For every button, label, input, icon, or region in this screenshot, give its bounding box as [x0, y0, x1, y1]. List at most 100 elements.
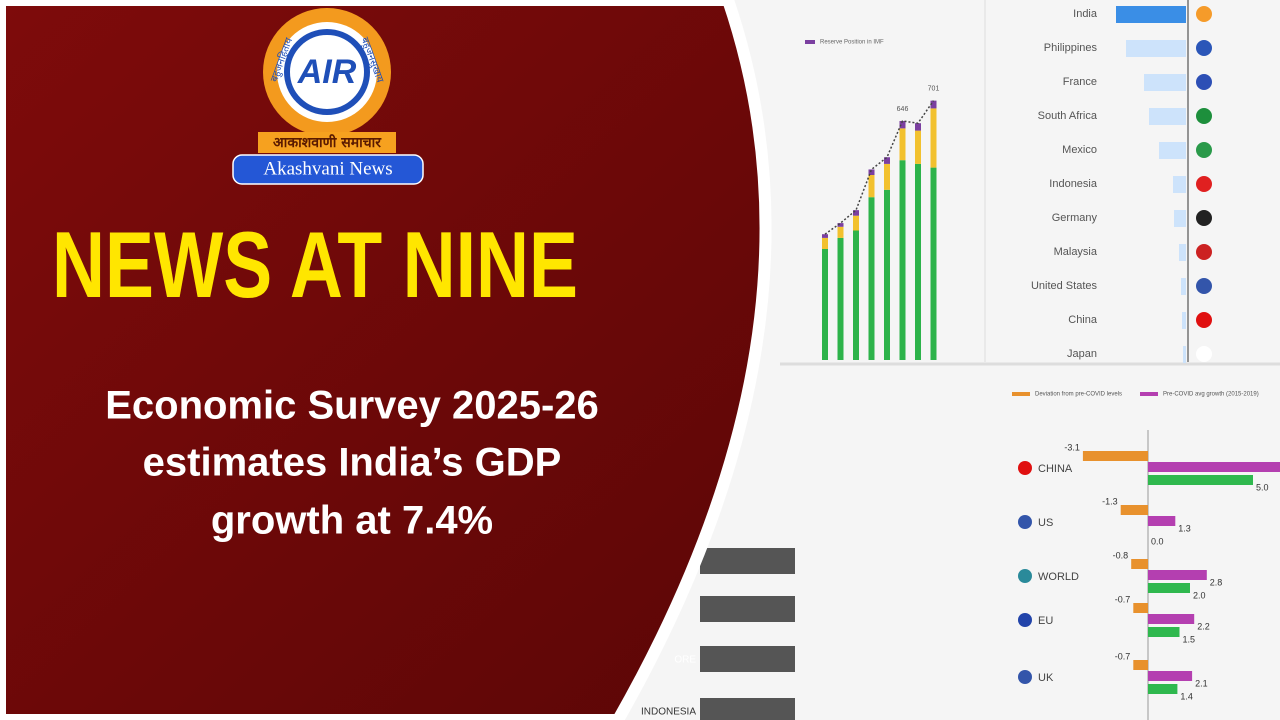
growth-bar [1148, 684, 1178, 694]
flag [1018, 515, 1032, 529]
grey-bar [700, 646, 795, 672]
logo: AIR बहुजनहिताय बहुजनसुखाय आकाशवाणी समाचा… [232, 8, 424, 185]
logo-name-box [232, 154, 424, 185]
logo-face [277, 22, 377, 122]
logo-banner [258, 132, 396, 153]
reserve-bar [868, 197, 875, 360]
row-label: WORLD [1038, 571, 1079, 583]
reserve-bar [853, 215, 859, 231]
country-bar [1183, 346, 1186, 363]
subtitle-line: estimates India’s GDP [143, 441, 562, 485]
value-label: 1.5 [1183, 634, 1196, 644]
value-label: 2.0 [1193, 590, 1206, 600]
reserve-bar [837, 226, 844, 238]
country-label: France [1063, 76, 1097, 88]
reserve-bar [915, 130, 921, 164]
row-label: US [1038, 517, 1053, 529]
country-label: INDONESIA [641, 707, 696, 718]
flag [1196, 176, 1212, 192]
reserve-bar [899, 120, 906, 129]
legend-label: Reserve Position in IMF [820, 40, 884, 46]
legend-label: Pre-COVID avg growth (2015-2019) [1163, 392, 1259, 398]
reserve-bar [837, 237, 844, 360]
flag [1018, 670, 1032, 684]
country-label: Indonesia [1049, 178, 1098, 190]
country-bar [1144, 74, 1186, 91]
reserve-bar [884, 189, 890, 360]
reserve-bar [884, 157, 890, 164]
flag [1196, 244, 1212, 260]
country-label: South Africa [1038, 110, 1098, 122]
red-panel [0, 0, 766, 720]
growth-bar [1148, 462, 1280, 472]
value-label: -0.7 [1115, 594, 1131, 604]
reserve-bar [868, 169, 875, 175]
value-label: -0.7 [1115, 651, 1131, 661]
value-label: 2.1 [1195, 678, 1208, 688]
legend-swatch [1012, 392, 1030, 396]
growth-bar [1120, 505, 1148, 515]
grey-bar [700, 596, 795, 622]
growth-bar [1133, 660, 1148, 670]
flag [1196, 108, 1212, 124]
value-label: 2.2 [1197, 621, 1210, 631]
growth-bar [1148, 614, 1195, 624]
reserve-bar [884, 163, 890, 190]
reserve-bar [930, 100, 937, 109]
country-bar [1159, 142, 1186, 159]
value-label: 1.4 [1180, 691, 1193, 701]
logo-emblem: AIR [297, 53, 357, 91]
flag [1196, 74, 1212, 90]
reserve-bar [899, 128, 906, 161]
value-label: 5.0 [1256, 482, 1269, 492]
country-label: Germany [1052, 212, 1098, 224]
value-label: -1.3 [1102, 496, 1118, 506]
growth-bar [1148, 671, 1193, 681]
row-label: UK [1038, 672, 1054, 684]
country-bar [1181, 278, 1186, 295]
value-label: 1.3 [1178, 523, 1191, 533]
logo-banner-text: आकाशवाणी समाचार [273, 134, 382, 151]
value-label: 646 [897, 106, 909, 113]
legend-swatch [1140, 392, 1158, 396]
country-label: India [1073, 8, 1098, 20]
country-bar [1182, 312, 1186, 329]
value-label: -0.8 [1113, 550, 1129, 560]
subtitle-line: Economic Survey 2025-26 [105, 384, 599, 428]
flag [1196, 312, 1212, 328]
value-label: 0.0 [1151, 536, 1164, 546]
value-label: 2.8 [1210, 577, 1223, 587]
reserve-bar [822, 237, 828, 249]
flag [1018, 569, 1032, 583]
country-bar [1149, 108, 1186, 125]
country-label: Philippines [1044, 42, 1098, 54]
value-label: 701 [928, 85, 940, 92]
headline: NEWS AT NINE [52, 212, 578, 317]
logo-name: Akashvani News [263, 158, 392, 179]
country-label: Malaysia [1054, 246, 1098, 258]
reserve-bar [915, 163, 921, 360]
country-label: China [1068, 314, 1098, 326]
growth-bar [1148, 627, 1180, 637]
country-bar [1116, 6, 1186, 23]
reserve-bar [822, 234, 828, 238]
legend-label: Deviation from pre-COVID levels [1035, 392, 1122, 398]
flag [1018, 613, 1032, 627]
logo-globe [284, 29, 370, 115]
grey-bar [700, 698, 795, 720]
reserve-bar [915, 123, 921, 131]
reserve-bar [837, 223, 844, 227]
country-label: Mexico [1062, 144, 1097, 156]
flag [1196, 142, 1212, 158]
reserve-bar [853, 210, 859, 216]
flag [1018, 461, 1032, 475]
growth-bar [1148, 475, 1253, 485]
country-label: Japan [1067, 348, 1097, 360]
reserve-bar [853, 230, 859, 360]
country-label: ORE [674, 655, 696, 666]
reserve-bar [930, 167, 937, 360]
reserve-bar [868, 175, 875, 198]
growth-bar [1148, 516, 1176, 526]
country-label: United States [1031, 280, 1098, 292]
